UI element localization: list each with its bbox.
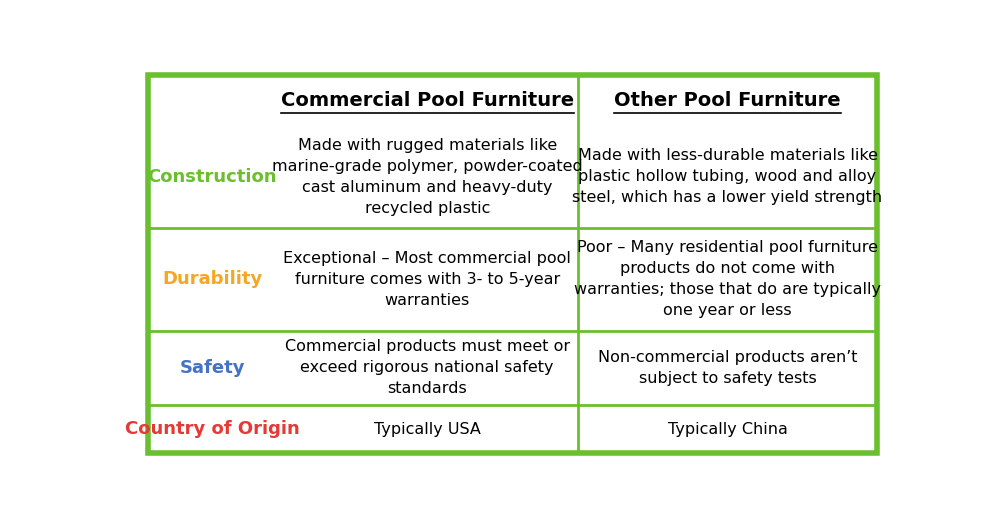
Text: Typically USA: Typically USA — [374, 422, 481, 437]
Text: Poor – Many residential pool furniture
products do not come with
warranties; tho: Poor – Many residential pool furniture p… — [574, 240, 881, 318]
Text: Country of Origin: Country of Origin — [125, 420, 300, 438]
Text: Exceptional – Most commercial pool
furniture comes with 3- to 5-year
warranties: Exceptional – Most commercial pool furni… — [283, 251, 571, 308]
Text: Other Pool Furniture: Other Pool Furniture — [614, 90, 841, 109]
Text: Made with less-durable materials like
plastic hollow tubing, wood and alloy
stee: Made with less-durable materials like pl… — [572, 148, 883, 205]
Text: Commercial Pool Furniture: Commercial Pool Furniture — [281, 90, 574, 109]
Text: Non-commercial products aren’t
subject to safety tests: Non-commercial products aren’t subject t… — [598, 350, 857, 386]
Text: Typically China: Typically China — [668, 422, 788, 437]
Text: Safety: Safety — [179, 359, 245, 377]
Text: Commercial products must meet or
exceed rigorous national safety
standards: Commercial products must meet or exceed … — [285, 339, 570, 396]
Text: Construction: Construction — [147, 167, 277, 186]
Text: Made with rugged materials like
marine-grade polymer, powder-coated
cast aluminu: Made with rugged materials like marine-g… — [272, 138, 583, 215]
Text: Durability: Durability — [162, 270, 262, 288]
